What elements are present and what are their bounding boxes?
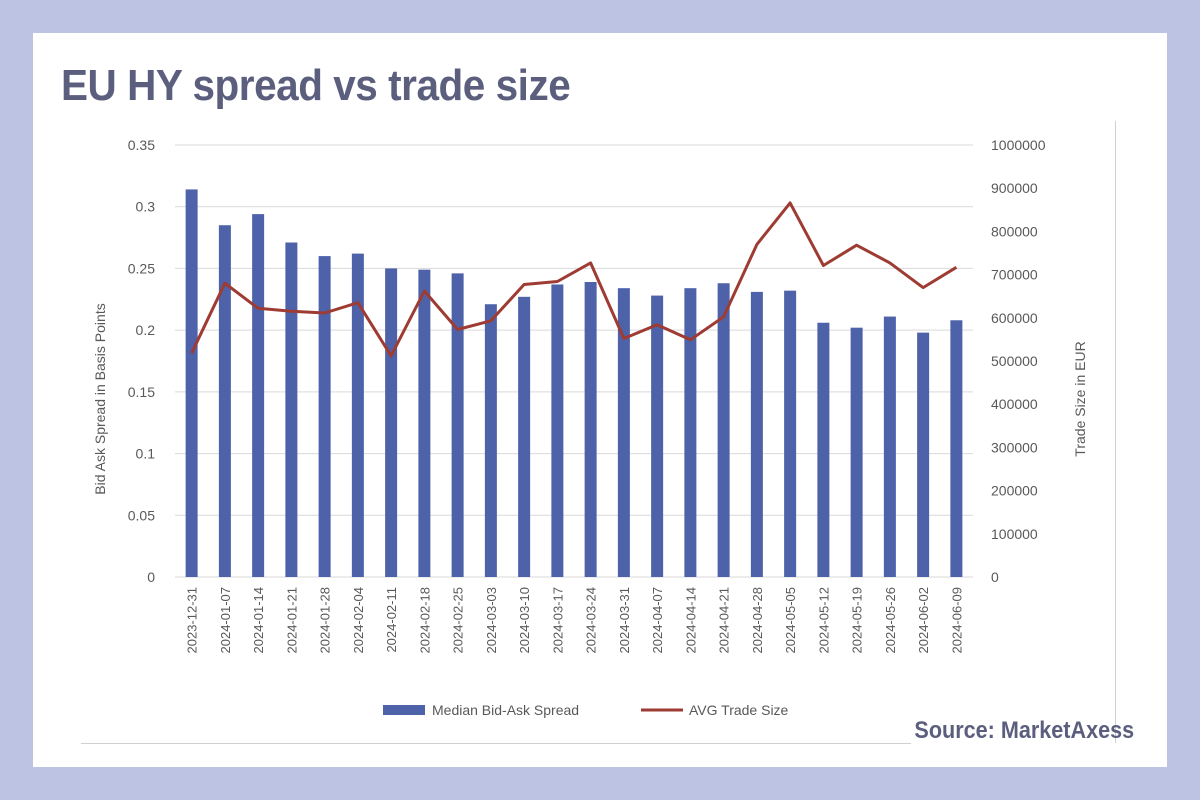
y-tick-label: 0.3	[136, 199, 156, 215]
x-tick-label: 2024-01-28	[318, 587, 333, 654]
bar	[850, 327, 863, 577]
bar	[185, 189, 198, 578]
bar	[518, 296, 531, 577]
y2-tick-label: 100000	[991, 526, 1038, 542]
bar	[917, 332, 930, 577]
chart-title: EU HY spread vs trade size	[61, 61, 571, 110]
bar	[784, 290, 797, 577]
y-tick-label: 0.25	[128, 260, 155, 276]
legend: Median Bid-Ask Spread AVG Trade Size	[383, 702, 789, 718]
x-tick-label: 2024-05-12	[816, 587, 831, 654]
x-tick-label: 2024-03-17	[550, 587, 565, 654]
x-tick-label: 2024-05-05	[783, 587, 798, 654]
y-axis-label: Bid Ask Spread in Basis Points	[92, 303, 108, 494]
bar	[418, 269, 431, 577]
x-tick-label: 2024-02-11	[384, 587, 399, 653]
legend-swatch-bars	[383, 705, 425, 715]
bar	[651, 295, 664, 577]
bar	[950, 320, 963, 577]
y2-tick-label: 0	[991, 569, 999, 585]
y-tick-label: 0	[147, 569, 155, 585]
y-tick-label: 0.2	[136, 322, 156, 338]
x-tick-label: 2024-04-28	[750, 587, 765, 654]
legend-label-trade-size: AVG Trade Size	[689, 702, 789, 718]
x-tick-label: 2024-06-09	[949, 587, 964, 654]
y-tick-label: 0.15	[128, 384, 155, 400]
x-tick-label: 2024-04-07	[650, 587, 665, 654]
y2-tick-label: 400000	[991, 396, 1038, 412]
x-tick-label: 2024-03-03	[484, 587, 499, 654]
y-tick-label: 0.05	[128, 507, 155, 523]
legend-label-spread: Median Bid-Ask Spread	[432, 702, 579, 718]
bar	[385, 268, 398, 577]
x-tick-label: 2024-03-10	[517, 587, 532, 654]
source-note: Source: MarketAxess	[914, 717, 1134, 744]
y2-tick-label: 500000	[991, 353, 1038, 369]
gridlines	[175, 144, 973, 578]
x-tick-label: 2024-05-19	[850, 587, 865, 654]
x-tick-label: 2024-01-21	[284, 587, 299, 654]
x-tick-label: 2024-01-07	[218, 587, 233, 654]
x-tick-label: 2023-12-31	[185, 587, 200, 654]
left-axis-ticks: 0.35 0.3 0.25 0.2 0.15 0.1 0.05 0	[128, 137, 155, 585]
y2-tick-label: 200000	[991, 483, 1038, 499]
x-tick-label: 2024-05-26	[883, 587, 898, 654]
x-tick-label: 2024-01-14	[251, 587, 266, 654]
bar	[252, 214, 265, 577]
line-series	[190, 201, 958, 358]
bar	[750, 291, 763, 577]
bar	[451, 273, 464, 577]
bar	[883, 316, 896, 577]
x-axis-labels: 2023-12-31 2024-01-07 2024-01-14 2024-01-21…	[185, 587, 965, 654]
x-tick-label: 2024-02-18	[417, 587, 432, 654]
y2-tick-label: 1000000	[991, 137, 1046, 153]
bar	[617, 288, 630, 577]
y2-tick-label: 300000	[991, 439, 1038, 455]
y-tick-label: 0.1	[136, 446, 156, 462]
x-tick-label: 2024-04-14	[683, 587, 698, 654]
y2-tick-label: 700000	[991, 267, 1038, 283]
x-tick-label: 2024-06-02	[916, 587, 931, 654]
x-tick-label: 2024-02-25	[451, 587, 466, 654]
y2-axis-label: Trade Size in EUR	[1072, 341, 1088, 456]
bar	[484, 304, 497, 577]
bar	[218, 225, 231, 577]
y-tick-label: 0.35	[128, 137, 155, 153]
bar	[318, 256, 331, 577]
x-tick-label: 2024-03-31	[617, 587, 632, 654]
y2-tick-label: 800000	[991, 223, 1038, 239]
bar	[817, 322, 830, 577]
y2-tick-label: 600000	[991, 310, 1038, 326]
combo-chart: 0.350.30.250.20.150.10.050 1000000900000…	[92, 137, 1088, 718]
x-tick-label: 2024-04-21	[717, 587, 732, 654]
y2-tick-label: 900000	[991, 180, 1038, 196]
bar	[551, 284, 564, 577]
chart-card: EU HY spread vs trade size 0.35 0.3 0.25 0.…	[33, 33, 1167, 767]
frame-right-line	[1115, 121, 1116, 743]
trade-size-line	[190, 201, 958, 358]
right-axis-ticks: 1000000900000800000700000600000500000400…	[991, 137, 1046, 585]
bar-series	[185, 189, 963, 578]
bar	[351, 253, 364, 578]
bar	[684, 288, 697, 577]
bar	[717, 283, 730, 577]
frame-bottom-line	[81, 743, 911, 744]
bar	[584, 282, 597, 577]
x-tick-label: 2024-03-24	[584, 587, 599, 654]
bar	[285, 242, 298, 577]
x-tick-label: 2024-02-04	[351, 587, 366, 654]
